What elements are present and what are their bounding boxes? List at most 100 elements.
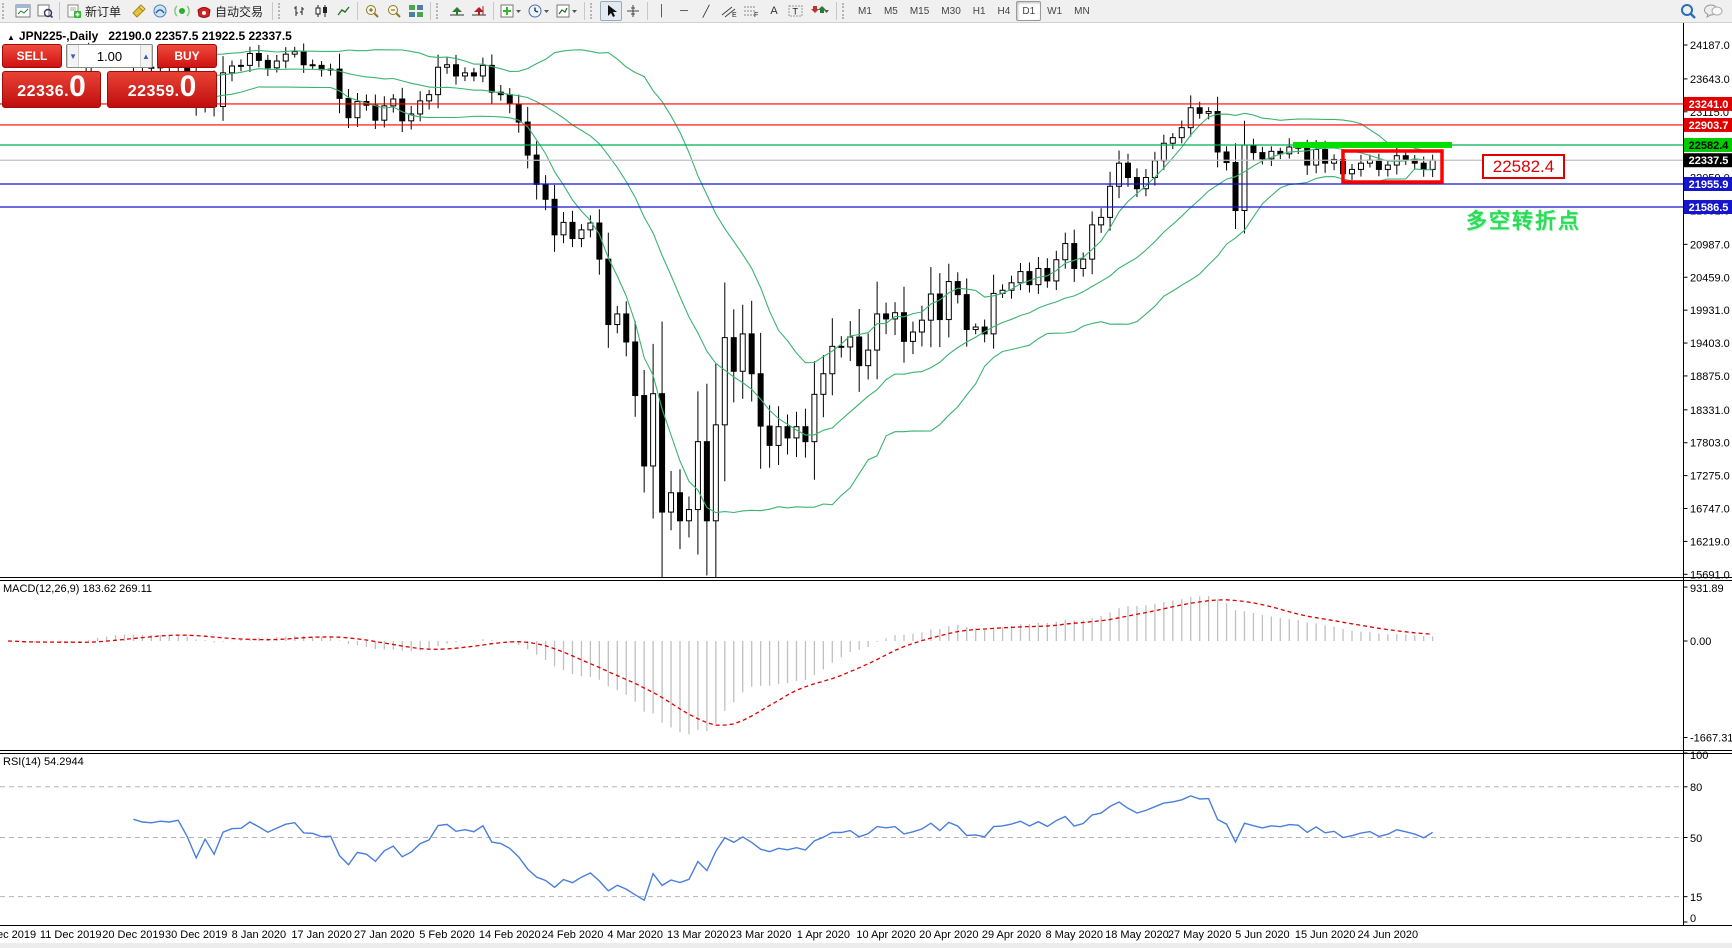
- volume-input[interactable]: [79, 45, 140, 67]
- trendline-icon[interactable]: ╱: [702, 5, 710, 18]
- svg-text:20459.0: 20459.0: [1690, 272, 1730, 284]
- equidistant-channel-icon[interactable]: E: [717, 1, 740, 21]
- tile-windows-icon[interactable]: [405, 1, 427, 21]
- svg-text:21955.9: 21955.9: [1689, 179, 1729, 191]
- svg-text:17275.0: 17275.0: [1690, 471, 1730, 483]
- volume-decrease-button[interactable]: ▼: [67, 45, 80, 67]
- seal-icon[interactable]: [127, 1, 149, 21]
- arrows-icon[interactable]: [807, 1, 833, 21]
- chart-canvas[interactable]: 24187.023643.023115.022587.022059.021531…: [0, 22, 1732, 948]
- fibonacci-icon[interactable]: F: [740, 1, 763, 21]
- cursor-icon[interactable]: [600, 1, 623, 21]
- buy-price-big-digit: 0: [179, 70, 197, 103]
- rsi-label: RSI(14) 54.2944: [3, 756, 84, 768]
- price-annotation-label: 22582.4: [1482, 154, 1565, 179]
- svg-text:22337.5: 22337.5: [1689, 155, 1729, 167]
- one-click-trading-panel: SELL ▼ ▲ BUY 22336.0 22359.0: [2, 44, 217, 108]
- macd-label: MACD(12,26,9) 183.62 269.11: [3, 583, 152, 595]
- price-axis: 24187.023643.023115.022587.022059.021531…: [1683, 22, 1732, 925]
- crosshair-icon[interactable]: [622, 1, 644, 21]
- sell-price-big-digit: 0: [69, 70, 86, 103]
- autotrade-button[interactable]: 自动交易: [193, 1, 269, 21]
- svg-text:18 May 2020: 18 May 2020: [1105, 929, 1169, 941]
- new-chart-icon[interactable]: [12, 1, 34, 21]
- sell-price-box[interactable]: 22336. 0: [2, 71, 101, 108]
- tf-button-D1[interactable]: D1: [1016, 1, 1042, 21]
- chat-icon[interactable]: [1700, 1, 1726, 21]
- new-order-button[interactable]: 新订单: [63, 1, 127, 21]
- chart-window[interactable]: 24187.023643.023115.022587.022059.021531…: [0, 22, 1732, 948]
- symbol-period: JPN225-,Daily: [18, 29, 99, 43]
- bollinger-bands: [178, 49, 1433, 514]
- bar-chart-icon[interactable]: [288, 1, 310, 21]
- horizontal-line-icon[interactable]: ─: [680, 5, 688, 17]
- svg-text:24 Feb 2020: 24 Feb 2020: [542, 929, 604, 941]
- svg-text:18875.0: 18875.0: [1690, 371, 1730, 383]
- svg-text:23 Mar 2020: 23 Mar 2020: [730, 929, 792, 941]
- candle-chart-icon[interactable]: [310, 1, 332, 21]
- tf-button-MN[interactable]: MN: [1074, 5, 1090, 17]
- buy-price-box[interactable]: 22359. 0: [107, 71, 217, 108]
- svg-text:1 Apr 2020: 1 Apr 2020: [797, 929, 850, 941]
- svg-text:5 Feb 2020: 5 Feb 2020: [419, 929, 475, 941]
- tf-button-M5[interactable]: M5: [883, 5, 898, 17]
- horizontal-lines: [0, 103, 1683, 208]
- volume-increase-button[interactable]: ▲: [139, 45, 152, 67]
- tf-button-W1[interactable]: W1: [1047, 5, 1063, 17]
- chart-title: ▲ JPN225-,Daily 22190.0 22357.5 21922.5 22…: [7, 29, 292, 43]
- line-chart-icon[interactable]: [332, 1, 354, 21]
- tf-button-H1[interactable]: H1: [972, 5, 986, 17]
- svg-text:15691.0: 15691.0: [1690, 569, 1730, 581]
- svg-text:16219.0: 16219.0: [1690, 536, 1730, 548]
- signals-icon[interactable]: [171, 1, 193, 21]
- svg-text:27 May 2020: 27 May 2020: [1168, 929, 1232, 941]
- tf-button-M30[interactable]: M30: [941, 5, 961, 17]
- buy-button[interactable]: BUY: [157, 44, 217, 68]
- zoom-in-icon[interactable]: [361, 1, 383, 21]
- autoscroll-icon[interactable]: [446, 1, 468, 21]
- sell-button[interactable]: SELL: [2, 44, 62, 68]
- vertical-line-icon[interactable]: │: [658, 5, 666, 17]
- svg-text:30 Dec 2019: 30 Dec 2019: [165, 929, 227, 941]
- panel-separators: [0, 577, 1732, 948]
- svg-text:2 Dec 2019: 2 Dec 2019: [0, 929, 36, 941]
- svg-text:50: 50: [1690, 833, 1702, 845]
- search-icon[interactable]: [1677, 1, 1700, 21]
- svg-text:8 Jan 2020: 8 Jan 2020: [232, 929, 286, 941]
- tf-button-M1[interactable]: M1: [858, 5, 872, 17]
- svg-text:17803.0: 17803.0: [1690, 438, 1730, 450]
- chart-profile-icon[interactable]: [34, 1, 56, 21]
- svg-text:80: 80: [1690, 782, 1702, 794]
- svg-text:E: E: [732, 12, 737, 18]
- svg-text:0.00: 0.00: [1690, 636, 1711, 648]
- rsi-indicator: [0, 786, 1683, 902]
- periods-icon[interactable]: [525, 1, 553, 21]
- svg-text:931.89: 931.89: [1690, 583, 1724, 595]
- svg-text:10 Apr 2020: 10 Apr 2020: [856, 929, 915, 941]
- tf-button-M15[interactable]: M15: [909, 5, 930, 17]
- volume-stepper: ▼ ▲: [66, 44, 153, 68]
- text-icon[interactable]: A: [770, 5, 778, 17]
- svg-text:16747.0: 16747.0: [1690, 504, 1730, 516]
- buy-price-main: 22359.: [127, 83, 180, 100]
- drawn-objects: [1293, 141, 1452, 184]
- community-icon[interactable]: [149, 1, 171, 21]
- svg-text:T: T: [793, 7, 799, 17]
- turning-point-annotation: 多空转折点: [1466, 210, 1581, 233]
- svg-text:21586.5: 21586.5: [1689, 202, 1729, 214]
- svg-text:27 Jan 2020: 27 Jan 2020: [354, 929, 415, 941]
- chart-shift-icon[interactable]: [468, 1, 490, 21]
- zoom-out-icon[interactable]: [383, 1, 405, 21]
- macd-indicator: [7, 596, 1434, 735]
- svg-text:23241.0: 23241.0: [1689, 99, 1729, 111]
- svg-text:22582.4: 22582.4: [1689, 140, 1730, 152]
- templates-icon[interactable]: [553, 1, 581, 21]
- svg-text:17 Jan 2020: 17 Jan 2020: [291, 929, 352, 941]
- timeframe-group: M1 M5 M15 M30 H1 H4 D1 W1 MN: [852, 1, 1096, 21]
- svg-text:F: F: [754, 12, 758, 18]
- indicators-icon[interactable]: [497, 1, 525, 21]
- text-label-icon[interactable]: T: [785, 1, 807, 21]
- autotrade-label: 自动交易: [215, 4, 264, 19]
- tf-button-H4[interactable]: H4: [997, 5, 1011, 17]
